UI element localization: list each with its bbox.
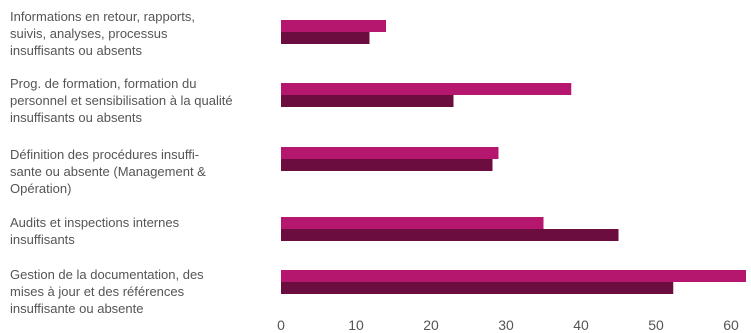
- bar: [281, 32, 370, 44]
- bar: [281, 217, 544, 229]
- bar: [281, 229, 619, 241]
- category-label: Audits et inspections internes insuffisa…: [10, 215, 180, 247]
- x-tick-label: 20: [423, 317, 439, 333]
- bar: [281, 159, 493, 171]
- x-tick-label: 50: [648, 317, 664, 333]
- bar: [281, 83, 572, 95]
- category-label: Gestion de la documentation, des mises à…: [10, 267, 204, 316]
- bar: [281, 95, 454, 107]
- x-tick-label: 60: [723, 317, 739, 333]
- category-label: Prog. de formation, formation du personn…: [10, 76, 233, 125]
- bar: [281, 282, 674, 294]
- bar: [281, 147, 499, 159]
- x-tick-label: 30: [498, 317, 514, 333]
- x-tick-label: 0: [277, 317, 285, 333]
- category-label: Définition des procédures insuffi- sante…: [10, 147, 206, 196]
- x-tick-label: 40: [573, 317, 589, 333]
- x-tick-label: 10: [348, 317, 364, 333]
- category-label: Informations en retour, rapports, suivis…: [10, 9, 195, 58]
- bar: [281, 270, 746, 282]
- bar: [281, 20, 386, 32]
